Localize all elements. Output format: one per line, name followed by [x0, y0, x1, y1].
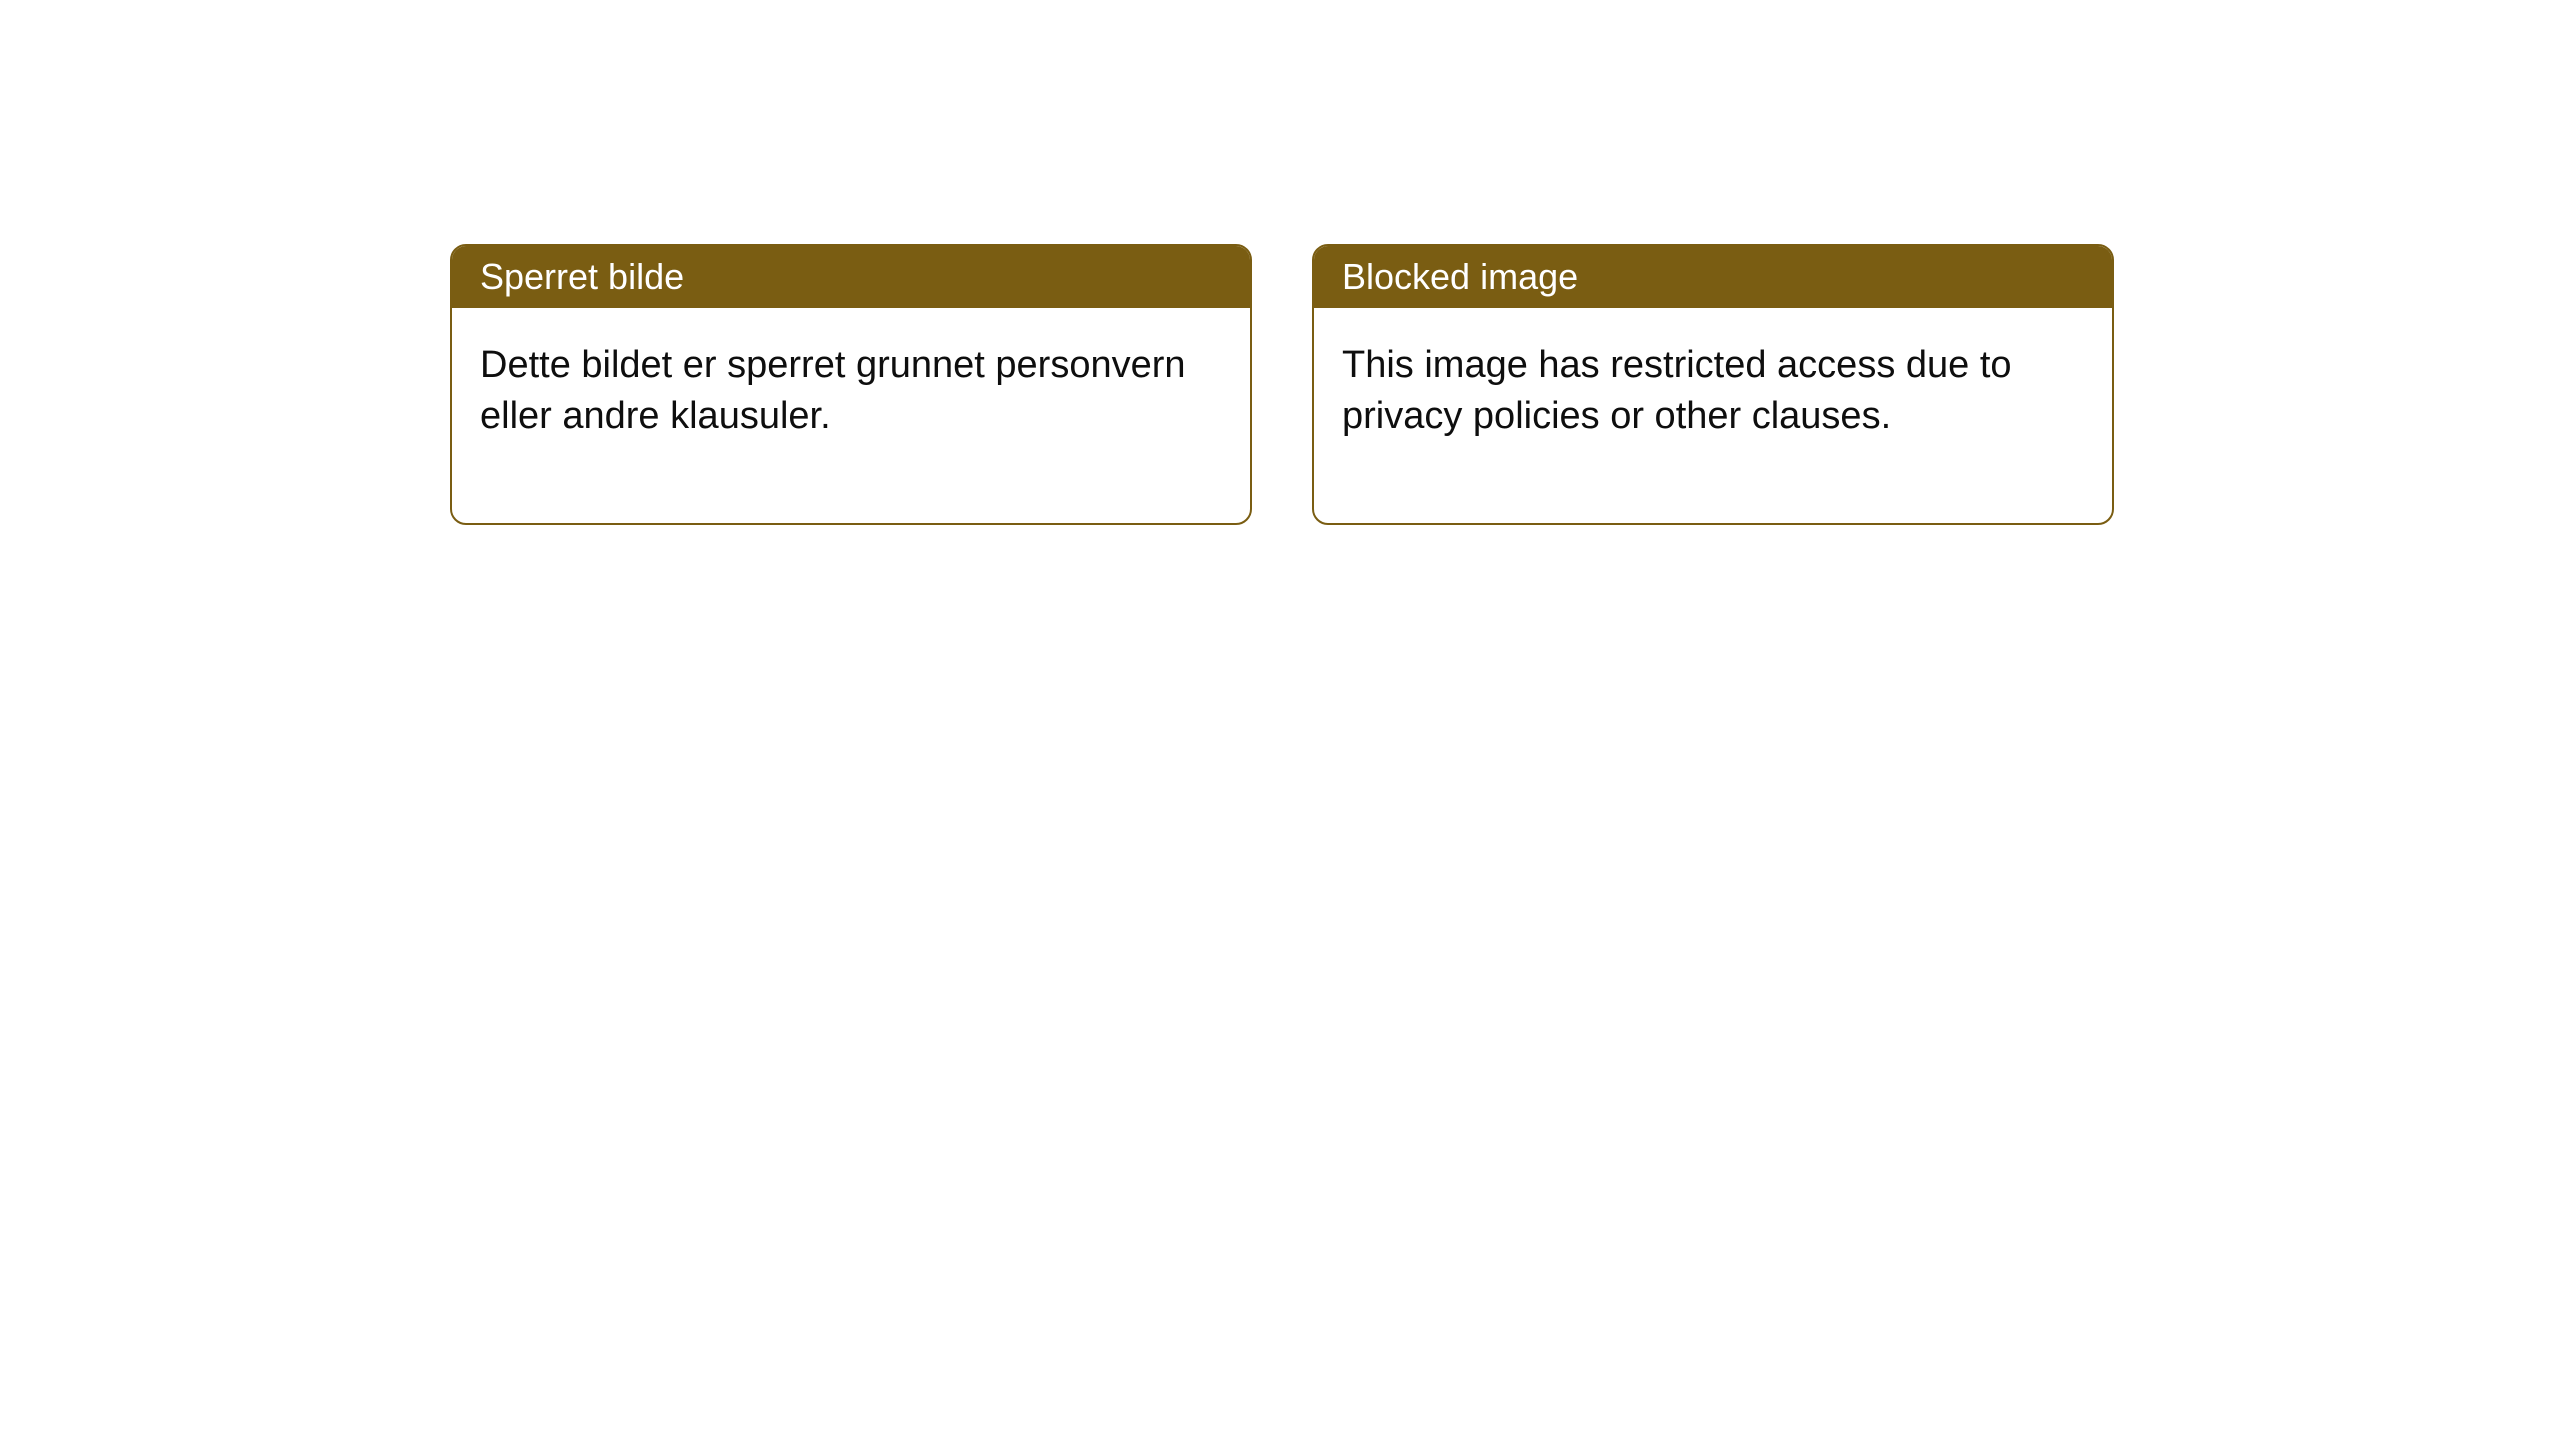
notice-container: Sperret bilde Dette bildet er sperret gr… [0, 0, 2560, 525]
notice-card-body: This image has restricted access due to … [1314, 308, 2112, 523]
notice-card-title: Sperret bilde [452, 246, 1250, 308]
notice-card-no: Sperret bilde Dette bildet er sperret gr… [450, 244, 1252, 525]
notice-card-body: Dette bildet er sperret grunnet personve… [452, 308, 1250, 523]
notice-card-title: Blocked image [1314, 246, 2112, 308]
notice-card-en: Blocked image This image has restricted … [1312, 244, 2114, 525]
